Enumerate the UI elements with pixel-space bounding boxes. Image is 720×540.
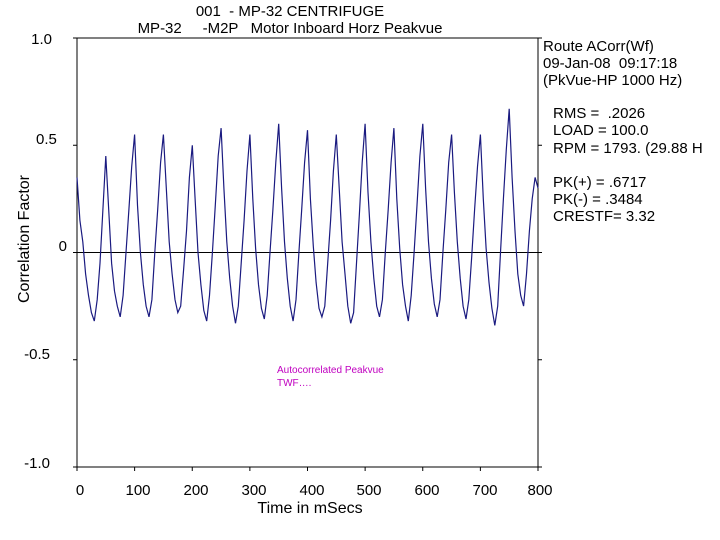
x-tick-label: 400	[299, 482, 325, 499]
y-tick-label: -0.5	[24, 346, 50, 363]
chart-subtitle: MP-32 -M2P Motor Inboard Horz Peakvue	[137, 20, 443, 37]
x-axis-label: Time in mSecs	[257, 500, 363, 517]
y-axis-label: Correlation Factor	[16, 174, 33, 304]
info-pk-minus: PK(-) = .3484	[553, 191, 643, 208]
info-crest: CRESTF= 3.32	[553, 208, 656, 225]
info-rms: RMS = .2026	[553, 105, 646, 122]
info-route: Route ACorr(Wf)	[543, 38, 654, 55]
info-mode: (PkVue-HP 1000 Hz)	[543, 72, 683, 89]
info-datetime: 09-Jan-08 09:17:18	[543, 55, 678, 72]
x-tick-label: 700	[472, 482, 498, 499]
x-tick-label: 600	[414, 482, 440, 499]
y-tick-label: 1.0	[31, 31, 52, 48]
y-tick-label: 0	[58, 238, 67, 255]
x-tick-label: 200	[183, 482, 209, 499]
x-tick-label: 800	[527, 482, 553, 499]
y-tick-label: 0.5	[36, 131, 57, 148]
chart-annotation: Autocorrelated Peakvue TWF….	[277, 365, 384, 389]
info-load: LOAD = 100.0	[553, 122, 649, 139]
tick-marks	[73, 37, 542, 471]
x-tick-label: 100	[125, 482, 151, 499]
info-pk-plus: PK(+) = .6717	[553, 174, 647, 191]
info-rpm: RPM = 1793. (29.88 H	[553, 140, 703, 157]
y-tick-label: -1.0	[24, 455, 50, 472]
series-line	[76, 108, 539, 326]
x-tick-label: 0	[75, 482, 85, 499]
x-tick-label: 300	[241, 482, 267, 499]
chart-title: 001 - MP-32 CENTRIFUGE	[195, 3, 385, 20]
x-tick-label: 500	[356, 482, 382, 499]
